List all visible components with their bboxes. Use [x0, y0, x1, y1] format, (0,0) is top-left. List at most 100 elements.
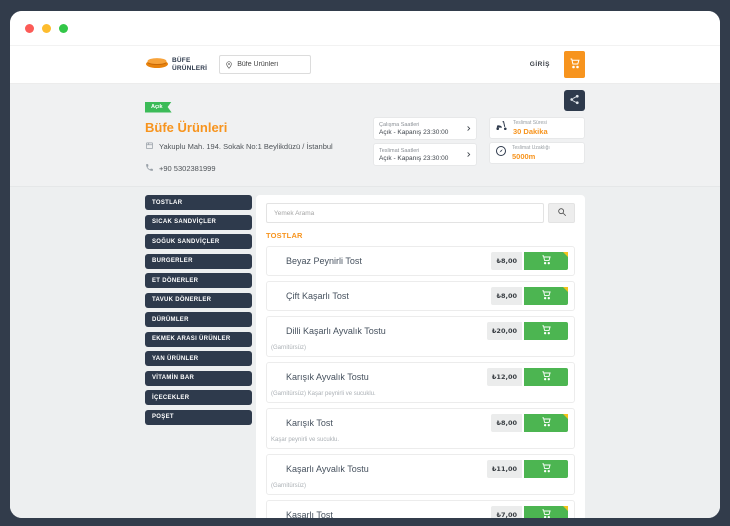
browser-window: BÜFE ÜRÜNLERİ GİRİŞ Açık B	[10, 11, 720, 518]
discount-badge	[563, 287, 568, 292]
product-card: Kaşarlı Tost ₺7,00	[266, 500, 575, 518]
phone-icon	[145, 163, 154, 174]
delivery-time-value: 30 Dakika	[513, 127, 548, 136]
delivery-hours-card[interactable]: Teslimat Saatleri Açık - Kapanış 23:30:0…	[373, 143, 477, 166]
discount-badge	[563, 414, 568, 419]
product-name: Kaşarlı Ayvalık Tostu	[286, 464, 369, 474]
logo-text-line1: BÜFE	[172, 57, 191, 65]
search-button[interactable]	[548, 203, 575, 223]
discount-badge	[563, 252, 568, 257]
chevron-right-icon	[461, 144, 476, 165]
sidebar-category-button[interactable]: BURGERLER	[145, 253, 252, 269]
top-navbar: BÜFE ÜRÜNLERİ GİRİŞ	[10, 46, 720, 84]
sidebar-category-button[interactable]: İÇECEKLER	[145, 390, 252, 405]
sidebar-category-button[interactable]: TAVUK DÖNERLER	[145, 292, 252, 308]
cart-icon	[541, 460, 552, 478]
product-price: ₺8,00	[491, 252, 522, 270]
sidebar-category-button[interactable]: SICAK SANDVİÇLER	[145, 214, 252, 230]
cart-icon	[569, 56, 581, 74]
product-price: ₺8,00	[491, 414, 522, 432]
restaurant-title: Büfe Ürünleri	[145, 120, 228, 135]
product-price: ₺20,00	[486, 322, 522, 340]
sidebar-category-button[interactable]: TOSTLAR	[145, 195, 252, 210]
product-card: Kaşarlı Ayvalık Tostu ₺11,00 (Garnitürsü…	[266, 454, 575, 495]
delivery-time-card: Teslimat Süresi 30 Dakika	[489, 117, 585, 139]
add-to-cart-button[interactable]	[524, 252, 568, 270]
delivery-hours-label: Teslimat Saatleri	[379, 147, 420, 154]
product-price: ₺11,00	[486, 460, 522, 478]
logo-text-line2: ÜRÜNLERİ	[172, 64, 208, 72]
chevron-right-icon	[461, 118, 476, 139]
delivery-distance-card: Teslimat Uzaklığı 5000m	[489, 142, 585, 164]
cart-icon	[541, 287, 552, 305]
add-to-cart-button[interactable]	[524, 460, 568, 478]
window-titlebar	[10, 11, 720, 46]
working-hours-label: Çalışma Saatleri	[379, 121, 420, 128]
sidebar-category-button[interactable]: POŞET	[145, 409, 252, 425]
cart-icon	[541, 414, 552, 432]
sidebar-category-button[interactable]: DÜRÜMLER	[145, 312, 252, 327]
working-hours-card[interactable]: Çalışma Saatleri Açık - Kapanış 23:30:00	[373, 117, 477, 140]
sidebar-category-button[interactable]: ET DÖNERLER	[145, 273, 252, 288]
delivery-distance-label: Teslimat Uzaklığı	[512, 145, 550, 151]
delivery-distance-value: 5000m	[512, 152, 536, 161]
product-desc: (Garnitürsüz) Kaşar peynirli ve sucuklu.	[271, 391, 376, 397]
location-pin-icon	[225, 56, 233, 74]
product-panel: TOSTLAR Beyaz Peynirli Tost ₺8,00 Çift K…	[256, 195, 585, 518]
add-to-cart-button[interactable]	[524, 287, 568, 305]
add-to-cart-button[interactable]	[524, 322, 568, 340]
share-icon	[569, 92, 580, 110]
hotdog-logo-icon	[145, 56, 169, 74]
product-list: Beyaz Peynirli Tost ₺8,00 Çift Kaşarlı T…	[266, 246, 575, 518]
site-logo[interactable]: BÜFE ÜRÜNLERİ	[145, 56, 207, 74]
product-name: Karışık Tost	[286, 418, 333, 428]
add-to-cart-button[interactable]	[524, 414, 568, 432]
minimize-window-button[interactable]	[42, 23, 51, 33]
cart-icon	[541, 368, 552, 386]
add-to-cart-button[interactable]	[524, 506, 568, 518]
open-status-badge: Açık	[145, 102, 172, 113]
share-button[interactable]	[564, 90, 585, 111]
restaurant-header: Açık Büfe Ürünleri Yakuplu Mah. 194. Sok…	[10, 84, 720, 187]
search-icon	[557, 204, 567, 222]
location-search-box[interactable]	[219, 55, 312, 74]
product-desc: (Garnitürsüz)	[271, 483, 307, 489]
product-card: Dilli Kaşarlı Ayvalık Tostu ₺20,00 (Garn…	[266, 316, 575, 357]
compass-icon	[495, 144, 507, 162]
address-text: Yakuplu Mah. 194. Sokak No:1 Beylikdüzü …	[159, 142, 333, 151]
close-window-button[interactable]	[25, 23, 34, 33]
cart-button[interactable]	[564, 51, 585, 78]
delivery-hours-value: Açık - Kapanış 23:30:00	[379, 154, 449, 162]
product-price: ₺8,00	[491, 287, 522, 305]
address-row: Yakuplu Mah. 194. Sokak No:1 Beylikdüzü …	[145, 141, 373, 152]
working-hours-value: Açık - Kapanış 23:30:00	[379, 128, 449, 136]
product-name: Kaşarlı Tost	[286, 510, 333, 518]
sidebar-category-button[interactable]: YAN ÜRÜNLER	[145, 351, 252, 366]
product-name: Beyaz Peynirli Tost	[286, 256, 362, 266]
delivery-time-label: Teslimat Süresi	[513, 120, 547, 126]
sidebar-category-button[interactable]: VİTAMİN BAR	[145, 370, 252, 386]
maximize-window-button[interactable]	[59, 23, 68, 33]
product-price: ₺7,00	[491, 506, 522, 518]
product-card: Beyaz Peynirli Tost ₺8,00	[266, 246, 575, 276]
cart-icon	[541, 322, 552, 340]
login-link[interactable]: GİRİŞ	[529, 61, 550, 68]
scooter-icon	[495, 119, 508, 137]
product-name: Çift Kaşarlı Tost	[286, 291, 349, 301]
product-price: ₺12,00	[486, 368, 522, 386]
address-icon	[145, 141, 154, 152]
hours-cards: Çalışma Saatleri Açık - Kapanış 23:30:00…	[373, 117, 477, 174]
sidebar-category-button[interactable]: SOĞUK SANDVİÇLER	[145, 234, 252, 249]
sidebar-categories: TOSTLAR SICAK SANDVİÇLER SOĞUK SANDVİÇLER B…	[145, 195, 252, 429]
food-search-input[interactable]	[266, 203, 544, 223]
product-card: Çift Kaşarlı Tost ₺8,00	[266, 281, 575, 311]
add-to-cart-button[interactable]	[524, 368, 568, 386]
section-title: TOSTLAR	[266, 231, 303, 240]
product-card: Karışık Ayvalık Tostu ₺12,00 (Garnitürsü…	[266, 362, 575, 403]
phone-row: +90 5302381999	[145, 163, 373, 174]
product-card: Karışık Tost ₺8,00 Kaşar peynirli ve suc…	[266, 408, 575, 449]
cart-icon	[541, 252, 552, 270]
location-search-input[interactable]	[237, 61, 306, 68]
discount-badge	[563, 506, 568, 511]
sidebar-category-button[interactable]: EKMEK ARASI ÜRÜNLER	[145, 331, 252, 347]
